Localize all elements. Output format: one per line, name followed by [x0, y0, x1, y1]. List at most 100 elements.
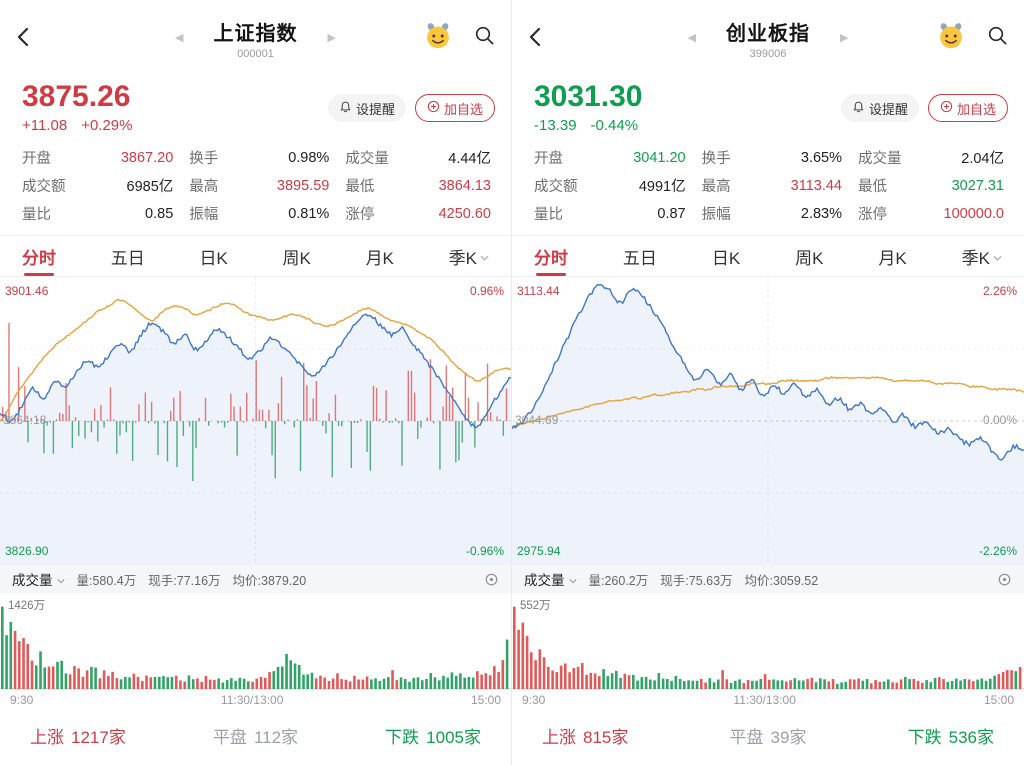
- tab-5day[interactable]: 五日: [110, 248, 145, 268]
- search-icon[interactable]: [474, 25, 495, 51]
- tab-weekly-k[interactable]: 周K: [795, 248, 824, 268]
- minute-chart[interactable]: 3113.44 2.26% 3044.69 0.00% 2975.94 -2.2…: [512, 277, 1024, 565]
- tab-quarterly-k[interactable]: 季K: [449, 236, 489, 276]
- index-name: 上证指数: [213, 22, 298, 45]
- stats-grid: 开盘 3041.20 换手 3.65% 成交量 2.04亿 成交额 4991亿 最高 31…: [512, 140, 1024, 235]
- tab-daily-k[interactable]: 日K: [199, 248, 228, 268]
- chart-prevclose-label: 3864.18: [3, 413, 47, 428]
- tab-minute[interactable]: 分时: [22, 236, 56, 276]
- add-watchlist-button[interactable]: 加自选: [414, 94, 495, 122]
- set-alert-label: 设提醒: [355, 101, 395, 117]
- chart-high-label: 3113.44: [517, 284, 560, 298]
- stat-amplitude: 振幅 0.81%: [189, 205, 330, 224]
- index-title: 上证指数 000001: [214, 17, 298, 60]
- decliners-count: 下跌 536家: [907, 728, 994, 747]
- volume-chart[interactable]: 552万: [512, 593, 1024, 689]
- chart-low-percent: -2.26%: [978, 544, 1017, 558]
- back-button[interactable]: [524, 24, 548, 53]
- volume-info-bar: 成交量 量:260.2万 现手:75.63万 均价:3059.52: [512, 565, 1024, 593]
- plus-circle-icon: [427, 100, 440, 116]
- volume-title: 成交量: [12, 573, 53, 588]
- chart-low-label: 3826.90: [5, 544, 49, 558]
- add-watchlist-label: 加自选: [956, 101, 996, 117]
- index-name: 创业板指: [726, 22, 810, 45]
- add-watchlist-label: 加自选: [443, 101, 483, 117]
- volume-info-bar: 成交量 量:580.4万 现手:77.16万 均价:3879.20: [0, 565, 511, 593]
- time-close: 15:00: [983, 693, 1014, 707]
- stat-volume-ratio: 量比 0.85: [22, 205, 174, 224]
- stat-volume-ratio: 量比 0.87: [534, 205, 686, 224]
- back-button[interactable]: [12, 24, 36, 53]
- time-open: 9:30: [522, 693, 546, 707]
- tab-quarterly-k[interactable]: 季K: [962, 236, 1002, 276]
- decliners-count: 下跌 1005家: [385, 728, 481, 747]
- stat-turnover-rate: 换手 0.98%: [189, 149, 330, 168]
- panel-chinext-index: ◀ 创业板指 399006 ▶: [512, 0, 1024, 765]
- chevron-down-icon: [56, 572, 65, 587]
- mascot-icon[interactable]: [424, 22, 452, 55]
- tab-minute[interactable]: 分时: [534, 236, 568, 276]
- stat-volume: 成交量 4.44亿: [345, 151, 491, 167]
- volume-chart-canvas: [0, 606, 511, 689]
- stat-amount: 成交额 4991亿: [534, 179, 686, 195]
- time-axis: 9:30 11:30/13:00 15:00: [512, 689, 1024, 710]
- price-change: +11.08: [22, 117, 68, 134]
- indicator-settings-icon[interactable]: [484, 572, 499, 587]
- time-close: 15:00: [470, 693, 501, 707]
- volume-indicator-selector[interactable]: 成交量: [12, 569, 65, 589]
- next-index-arrow[interactable]: ▶: [840, 31, 849, 44]
- index-code: 399006: [749, 47, 787, 60]
- unchanged-count: 平盘 39家: [729, 728, 807, 747]
- minute-chart-canvas: [512, 277, 1024, 565]
- period-tabs: 分时 五日 日K 周K 月K 季K: [0, 235, 511, 277]
- volume-chart-canvas: [512, 606, 1024, 689]
- chevron-down-icon: [480, 246, 489, 266]
- tab-monthly-k[interactable]: 月K: [365, 248, 394, 268]
- set-alert-label: 设提醒: [868, 101, 908, 117]
- tab-daily-k[interactable]: 日K: [711, 248, 741, 268]
- chart-low-label: 2975.94: [517, 544, 561, 558]
- stat-amount: 成交额 6985亿: [22, 179, 174, 195]
- stat-high: 最高 3895.59: [189, 177, 330, 196]
- stat-turnover-rate: 换手 3.65%: [701, 149, 842, 168]
- volume-indicator-selector[interactable]: 成交量: [524, 569, 577, 589]
- set-alert-button[interactable]: 设提醒: [327, 94, 406, 122]
- plus-circle-icon: [940, 100, 953, 116]
- chart-high-label: 3901.46: [5, 284, 49, 298]
- panel-shanghai-composite: ◀ 上证指数 000001 ▶: [0, 0, 512, 765]
- time-midday: 11:30/13:00: [733, 693, 796, 707]
- mascot-icon[interactable]: [937, 22, 965, 55]
- tab-weekly-k[interactable]: 周K: [282, 248, 311, 268]
- stat-low: 最低 3027.31: [858, 177, 1004, 196]
- stat-high: 最高 3113.44: [701, 177, 842, 196]
- tab-monthly-k[interactable]: 月K: [878, 248, 907, 268]
- time-open: 9:30: [10, 693, 34, 707]
- chevron-down-icon: [568, 572, 577, 587]
- tab-5day[interactable]: 五日: [622, 248, 657, 268]
- current-price: 3031.30: [534, 80, 643, 113]
- chart-high-percent: 2.26%: [982, 284, 1017, 298]
- prev-index-arrow[interactable]: ◀: [687, 31, 696, 44]
- volume-max-label: 552万: [520, 600, 551, 612]
- panel-header: ◀ 上证指数 000001 ▶: [0, 0, 511, 76]
- minute-chart[interactable]: 3901.46 0.96% 3864.18 3826.90 -0.96%: [0, 277, 511, 565]
- search-icon[interactable]: [987, 25, 1008, 51]
- next-index-arrow[interactable]: ▶: [327, 31, 336, 44]
- minute-chart-canvas: [0, 277, 511, 565]
- stat-limit-up: 涨停 4250.60: [345, 205, 491, 224]
- set-alert-button[interactable]: 设提醒: [840, 94, 919, 122]
- prev-index-arrow[interactable]: ◀: [175, 31, 184, 44]
- indicator-settings-icon[interactable]: [997, 572, 1012, 587]
- price-change: -13.39: [534, 117, 577, 134]
- price-summary: 3031.30 -13.39 -0.44% 设提醒 加自选: [512, 76, 1024, 140]
- stat-volume: 成交量 2.04亿: [858, 151, 1004, 167]
- market-breadth: 上涨 815家 平盘 39家 下跌 536家: [512, 710, 1024, 765]
- current-price: 3875.26: [22, 80, 131, 113]
- chart-prevclose-label: 3044.69: [515, 413, 559, 428]
- chart-low-percent: -0.96%: [465, 544, 504, 558]
- volume-chart[interactable]: 1426万: [0, 593, 511, 689]
- add-watchlist-button[interactable]: 加自选: [927, 94, 1008, 122]
- stat-limit-up: 涨停 100000.0: [858, 205, 1004, 224]
- price-change-percent: -0.44%: [590, 117, 639, 134]
